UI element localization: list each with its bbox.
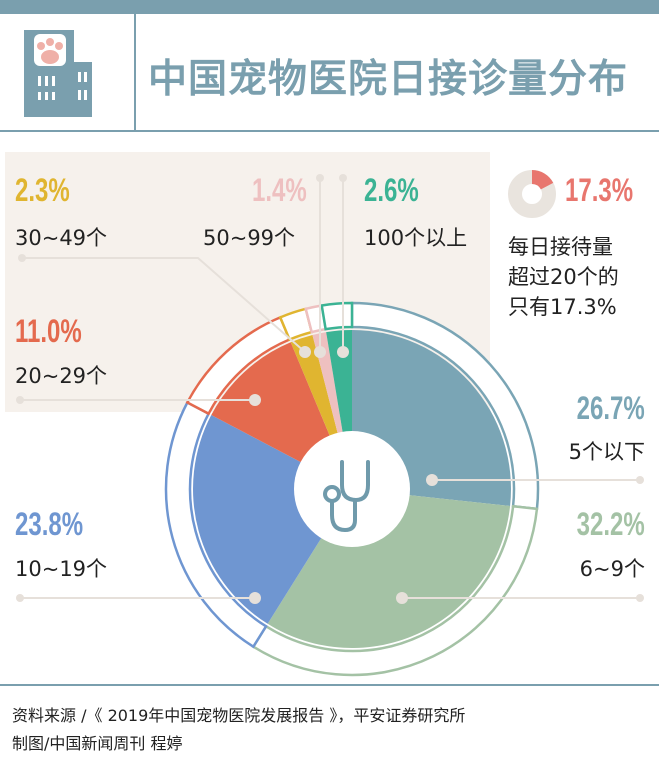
label-cat-100-plus: 100个以上 xyxy=(364,226,468,250)
callout-donut-fill xyxy=(532,170,554,190)
credit-text: 制图/中国新闻周刊 程婷 xyxy=(12,734,183,753)
leader-end-dot xyxy=(18,254,26,262)
label-pct-30-49: 2.3% xyxy=(15,172,70,208)
leader-dot xyxy=(299,346,311,358)
label-cat-20-29: 20~29个 xyxy=(15,364,108,388)
label-cat-50-99: 50~99个 xyxy=(203,226,296,250)
label-pct-6-9: 32.2% xyxy=(576,506,645,542)
page-title: 中国宠物医院日接诊量分布 xyxy=(148,57,629,102)
leader-end-dot xyxy=(339,174,347,182)
footer-rule xyxy=(0,684,659,686)
label-pct-100-plus: 2.6% xyxy=(364,172,419,208)
callout-line: 每日接待量 xyxy=(508,235,613,259)
label-cat-6-9: 6~9个 xyxy=(579,557,645,581)
leader-dot xyxy=(249,394,261,406)
label-pct-20-29: 11.0% xyxy=(15,313,82,349)
leader-end-dot xyxy=(16,594,24,602)
label-pct-under-5: 26.7% xyxy=(576,390,645,426)
leader-end-dot xyxy=(316,174,324,182)
callout-line: 超过20个的 xyxy=(508,265,619,289)
callout-value: 17.3% xyxy=(565,172,634,208)
leader-dot xyxy=(314,346,326,358)
leader-end-dot xyxy=(636,594,644,602)
label-pct-50-99: 1.4% xyxy=(252,172,307,208)
label-cat-10-19: 10~19个 xyxy=(15,557,108,581)
leader-end-dot xyxy=(16,396,24,404)
leader-dot xyxy=(249,592,261,604)
pet-hospital-building-icon xyxy=(24,30,92,117)
callout-note: 每日接待量 超过20个的 只有17.3% xyxy=(508,232,658,322)
label-cat-30-49: 30~49个 xyxy=(15,226,108,250)
stethoscope-icon xyxy=(323,460,370,533)
source-text: 资料来源 /《 2019年中国宠物医院发展报告 》，平安证券研究所 xyxy=(12,706,466,725)
header-divider xyxy=(134,14,136,132)
top-bar xyxy=(0,0,659,14)
leader-end-dot xyxy=(636,476,644,484)
label-pct-10-19: 23.8% xyxy=(15,506,84,542)
leader-line xyxy=(22,257,306,353)
leader-dot xyxy=(337,346,349,358)
donut-hole xyxy=(294,431,410,547)
leader-dot xyxy=(396,592,408,604)
pie-slice-2 xyxy=(193,415,352,624)
leader-dot xyxy=(426,474,438,486)
label-cat-under-5: 5个以下 xyxy=(568,440,645,464)
callout-line: 只有17.3% xyxy=(508,295,617,319)
outer-ring-segment xyxy=(320,301,354,331)
header-rule xyxy=(0,130,659,132)
